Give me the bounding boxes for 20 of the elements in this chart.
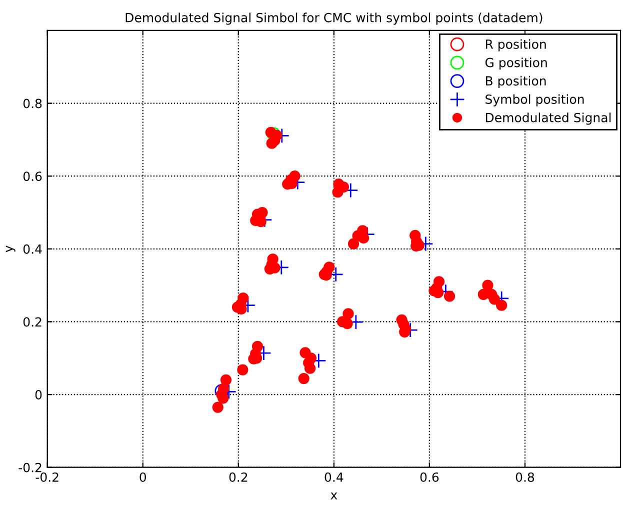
x-tick-label: 0.4 <box>324 472 344 482</box>
legend-label: Symbol position <box>486 94 584 106</box>
x-tick-label: -0.2 <box>36 472 58 482</box>
y-axis-title: y <box>6 246 16 252</box>
y-tick-label: 0.8 <box>23 98 42 108</box>
y-tick-label: 0.2 <box>23 317 42 327</box>
y-tick-label: 0.4 <box>23 244 42 254</box>
y-tick-label: 0 <box>35 390 42 400</box>
y-tick-label: -0.2 <box>18 462 42 472</box>
x-tick-label: 0.8 <box>516 472 534 482</box>
legend-label: G position <box>485 58 547 70</box>
legend-label: R position <box>486 39 546 52</box>
legend-label: B position <box>486 76 546 88</box>
legend-label: Demodulated Signal <box>486 112 611 125</box>
chart-title: Demodulated Signal Simbol for CMC with symbol points (datadem) <box>126 12 542 25</box>
x-tick-label: 0.2 <box>229 472 248 482</box>
x-tick-label: 0 <box>140 472 146 482</box>
x-tick-label: 0.6 <box>420 472 439 482</box>
x-axis-title: x <box>330 492 338 500</box>
y-tick-label: 0.6 <box>23 172 42 182</box>
